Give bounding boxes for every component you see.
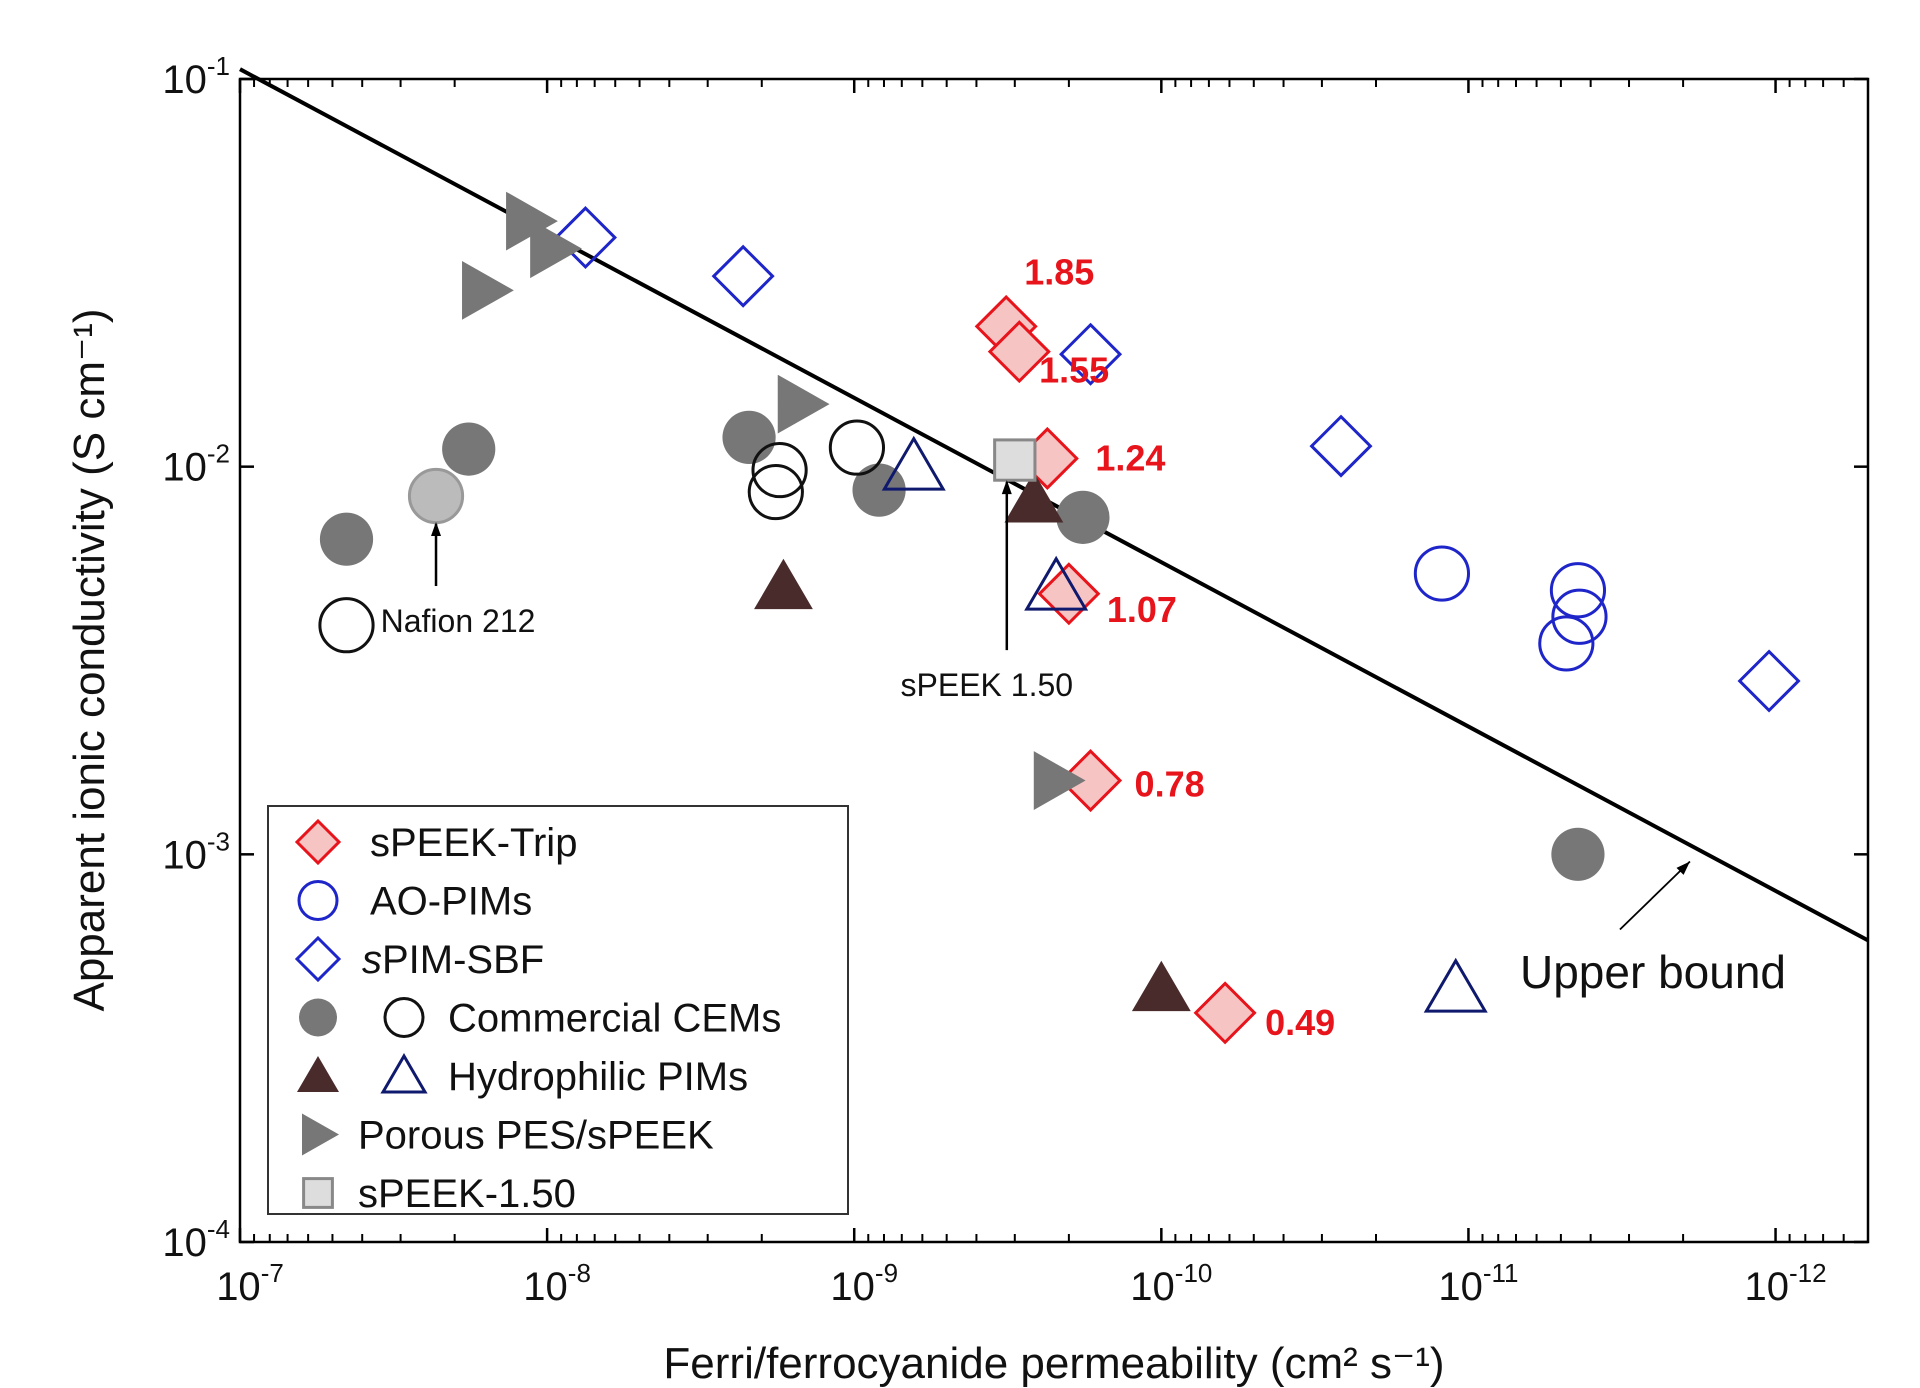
legend-marker <box>380 1053 428 1094</box>
y-tick-label: 10-2 <box>162 439 230 490</box>
data-point-speek-trip <box>1193 981 1257 1045</box>
value-label: 1.85 <box>1024 251 1094 292</box>
annotation-arrow <box>1619 860 1691 931</box>
legend-label: sPEEK-Trip <box>370 821 577 865</box>
annotation-upper-bound: Upper bound <box>1520 946 1786 998</box>
data-point-ao-pims <box>1551 588 1608 645</box>
data-point-spim-sbf <box>553 206 618 270</box>
legend-marker <box>297 1056 339 1092</box>
legend-label: Commercial CEMs <box>448 997 781 1041</box>
data-point-hydrophilic-pims <box>1131 960 1191 1012</box>
data-point-spim-sbf <box>1309 414 1373 478</box>
data-point-commercial-cems <box>318 597 375 654</box>
legend-marker <box>299 998 337 1037</box>
data-point-porous-pes-speek <box>777 374 830 434</box>
data-point-porous-pes-speek <box>530 219 582 279</box>
data-point-spim-sbf <box>1059 322 1123 386</box>
data-point-porous-pes-speek <box>462 260 514 320</box>
data-point-spim-sbf <box>711 244 775 308</box>
data-point-ao-pims <box>1538 615 1595 672</box>
data-point-commercial-cems <box>828 419 886 476</box>
annotation-speek-1-50: sPEEK 1.50 <box>901 667 1074 703</box>
data-point-commercial-cems <box>1056 490 1110 544</box>
y-axis-label: Apparent ionic conductivity (S cm⁻¹) <box>65 308 114 1011</box>
value-labels-layer: 1.85 1.55 1.24 1.07 0.78 0.49 <box>1024 251 1335 1042</box>
data-point-spim-sbf <box>1737 649 1801 713</box>
data-point-hydrophilic-pims <box>754 558 813 610</box>
x-tick-label: 10-9 <box>830 1258 898 1309</box>
value-label: 1.07 <box>1107 589 1177 630</box>
x-axis-label: Ferri/ferrocyanide permeability (cm² s⁻¹… <box>663 1339 1444 1388</box>
legend-label: sPEEK-1.50 <box>358 1172 576 1216</box>
data-point-commercial-cems <box>319 512 374 566</box>
x-tick-label: 10-8 <box>523 1258 591 1309</box>
legend-marker <box>294 935 342 983</box>
x-tick-label: 10-10 <box>1130 1258 1212 1309</box>
legend-label: Porous PES/sPEEK <box>358 1114 714 1158</box>
data-point-commercial-cems <box>722 410 776 464</box>
data-point-speek-trip <box>1059 749 1123 813</box>
annotation-arrowhead <box>431 522 442 537</box>
data-point-speek-1-50 <box>993 438 1037 482</box>
value-label: 1.24 <box>1095 437 1165 478</box>
data-point-hydrophilic-pims <box>1423 957 1488 1013</box>
legend-box <box>267 805 849 1215</box>
data-point-speek-trip <box>987 320 1051 384</box>
data-point-hydrophilic-pims <box>1024 555 1089 611</box>
legend: sPEEK-Trip AO-PIMs sPIM-SBF Commercial CEMs… <box>267 805 849 1216</box>
legend-marker <box>383 997 425 1038</box>
value-label: 1.55 <box>1039 349 1109 390</box>
legend-marker <box>302 1177 334 1209</box>
data-point-hydrophilic-pims <box>1004 472 1064 523</box>
legend-label: sPIM-SBF <box>362 938 544 982</box>
data-point-porous-pes-speek <box>1033 751 1086 810</box>
data-point-ao-pims <box>1549 562 1607 619</box>
data-point-commercial-cems <box>747 463 804 521</box>
value-label: 0.49 <box>1265 1002 1335 1043</box>
data-point-commercial-cems <box>1551 827 1605 881</box>
data-point-hydrophilic-pims <box>881 435 946 491</box>
legend-marker <box>297 880 339 921</box>
legend-label: Hydrophilic PIMs <box>448 1055 748 1099</box>
ticks-layer: 10-7 10-8 10-9 10-10 10-11 10-12 10-4 10-3 10-2 1… <box>162 51 1868 1309</box>
annotation-nafion-212: Nafion 212 <box>381 603 536 639</box>
annotation-arrowhead <box>1676 861 1690 875</box>
y-tick-label: 10-3 <box>162 826 230 877</box>
data-point-ao-pims <box>1413 545 1471 602</box>
points-layer <box>318 191 1801 1045</box>
legend-marker <box>294 818 342 866</box>
annotation-arrowhead <box>1001 480 1012 495</box>
legend-label: AO-PIMs <box>370 880 532 924</box>
annotations-layer: Nafion 212 sPEEK 1.50 Upper bound <box>381 480 1786 998</box>
plot-frame <box>238 77 1870 1244</box>
x-tick-label: 10-12 <box>1745 1258 1827 1309</box>
data-point-commercial-cems <box>751 441 808 499</box>
data-point-nafion-212 <box>407 467 465 525</box>
data-point-commercial-cems <box>442 422 496 476</box>
legend-marker <box>302 1113 339 1156</box>
y-tick-label: 10-4 <box>162 1214 230 1265</box>
x-tick-label: 10-11 <box>1438 1258 1518 1309</box>
value-label: 0.78 <box>1135 764 1205 805</box>
y-tick-label: 10-1 <box>162 51 230 102</box>
x-tick-label: 10-7 <box>216 1258 284 1309</box>
